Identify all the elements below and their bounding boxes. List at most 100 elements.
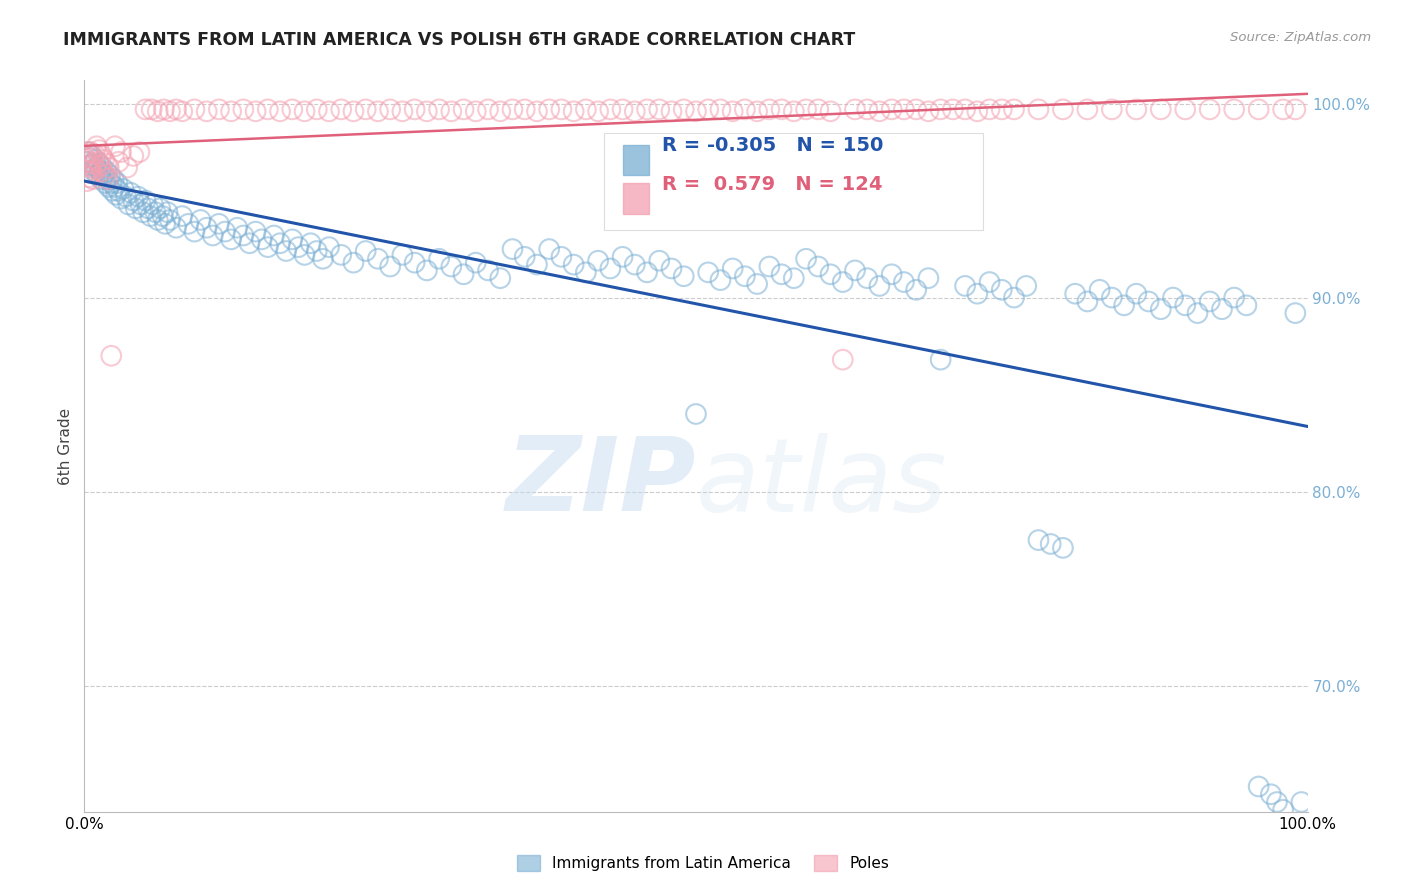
Point	[489, 104, 512, 119]
Point	[734, 269, 756, 284]
Point	[586, 253, 609, 268]
Point	[1161, 291, 1184, 305]
Point	[1272, 103, 1295, 117]
Point	[440, 260, 463, 274]
Point	[76, 159, 98, 173]
Point	[96, 164, 118, 178]
Point	[942, 103, 965, 117]
Point	[502, 103, 524, 117]
Point	[208, 217, 231, 231]
Point	[91, 164, 114, 178]
Point	[477, 263, 499, 277]
Point	[90, 149, 112, 163]
Point	[747, 277, 769, 291]
Point	[1198, 294, 1220, 309]
Point	[1187, 306, 1209, 320]
Point	[135, 103, 157, 117]
Point	[299, 236, 322, 251]
Point	[513, 250, 536, 264]
Point	[966, 104, 988, 119]
Point	[318, 104, 340, 119]
Point	[177, 217, 200, 231]
Point	[149, 202, 172, 216]
Point	[257, 103, 280, 117]
Point	[305, 103, 328, 117]
Point	[1247, 780, 1270, 794]
Point	[127, 190, 149, 204]
Point	[1174, 298, 1197, 312]
Point	[77, 154, 100, 169]
Text: Source: ZipAtlas.com: Source: ZipAtlas.com	[1230, 31, 1371, 45]
Point	[404, 255, 426, 269]
Point	[104, 139, 127, 153]
Point	[599, 103, 621, 117]
Point	[489, 271, 512, 285]
Point	[97, 172, 120, 186]
Point	[136, 202, 159, 216]
Point	[281, 103, 304, 117]
Point	[367, 104, 389, 119]
Point	[770, 103, 793, 117]
Point	[1125, 286, 1147, 301]
Point	[105, 176, 128, 190]
Point	[219, 104, 242, 119]
FancyBboxPatch shape	[623, 184, 650, 214]
Point	[991, 103, 1014, 117]
Point	[1236, 298, 1258, 312]
Point	[103, 172, 125, 186]
Point	[917, 104, 939, 119]
Point	[1265, 795, 1288, 809]
Point	[122, 194, 145, 208]
Point	[893, 103, 915, 117]
Point	[783, 104, 806, 119]
Point	[87, 169, 110, 183]
FancyBboxPatch shape	[623, 145, 650, 176]
Point	[143, 205, 166, 219]
Point	[758, 260, 780, 274]
Point	[89, 159, 111, 173]
Point	[1150, 103, 1173, 117]
Point	[120, 186, 142, 200]
Point	[1039, 537, 1062, 551]
Point	[1125, 103, 1147, 117]
Point	[624, 258, 647, 272]
Point	[427, 252, 450, 266]
Point	[107, 154, 129, 169]
Point	[214, 225, 236, 239]
Point	[110, 145, 132, 159]
Point	[219, 232, 242, 246]
FancyBboxPatch shape	[605, 133, 983, 230]
Point	[80, 149, 103, 163]
Point	[76, 174, 98, 188]
Point	[281, 232, 304, 246]
Point	[979, 275, 1001, 289]
Point	[416, 263, 439, 277]
Point	[125, 202, 148, 216]
Point	[856, 271, 879, 285]
Text: atlas: atlas	[696, 433, 948, 533]
Point	[440, 104, 463, 119]
Point	[807, 103, 830, 117]
Point	[94, 176, 117, 190]
Point	[97, 161, 120, 175]
Point	[1260, 787, 1282, 801]
Point	[165, 103, 187, 117]
Point	[661, 104, 683, 119]
Point	[156, 205, 179, 219]
Point	[238, 236, 260, 251]
Point	[1052, 103, 1074, 117]
Point	[562, 104, 585, 119]
Point	[250, 232, 273, 246]
Point	[90, 172, 112, 186]
Point	[709, 103, 731, 117]
Point	[685, 407, 707, 421]
Point	[648, 103, 671, 117]
Y-axis label: 6th Grade: 6th Grade	[58, 408, 73, 484]
Point	[115, 161, 138, 175]
Point	[562, 258, 585, 272]
Point	[183, 225, 205, 239]
Point	[807, 260, 830, 274]
Point	[770, 268, 793, 282]
Point	[1002, 103, 1025, 117]
Point	[380, 260, 402, 274]
